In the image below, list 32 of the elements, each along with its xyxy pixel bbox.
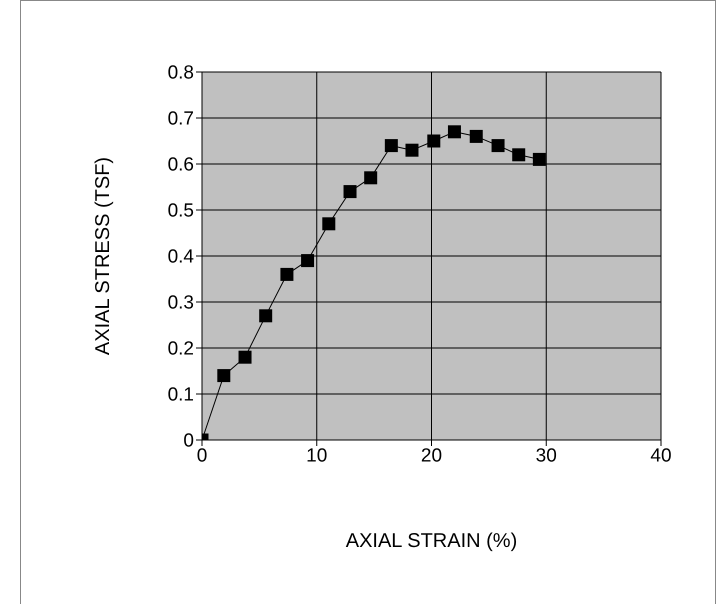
point: [427, 134, 440, 148]
y-axis-title: AXIAL STRESS (TSF): [92, 156, 114, 356]
y-tick-label: 0.5: [168, 200, 194, 222]
y-tick-label: 0.7: [168, 108, 194, 130]
point: [344, 185, 357, 198]
y-tick-label: 0.8: [168, 62, 194, 84]
point: [470, 130, 483, 143]
y-tick-label: 0.1: [168, 384, 194, 406]
point: [364, 171, 378, 184]
point: [384, 139, 398, 152]
y-tick-label: 0.6: [168, 154, 194, 176]
point: [238, 350, 252, 364]
point: [448, 125, 461, 138]
point: [217, 369, 230, 382]
y-tick-label: 0.4: [168, 246, 194, 268]
y-tick-label: 0.3: [168, 292, 194, 314]
x-tick-label: 30: [536, 445, 557, 466]
point: [512, 148, 526, 162]
point: [405, 144, 418, 157]
x-tick-label: 10: [306, 445, 328, 466]
y-tick-label: 0.2: [168, 338, 194, 360]
point: [492, 139, 505, 152]
x-tick-label: 0: [196, 445, 208, 466]
x-tick-label: 40: [650, 445, 672, 466]
x-tick-label: 20: [420, 445, 442, 466]
point: [301, 254, 314, 268]
x-axis-title: AXIAL STRAIN (%): [346, 530, 518, 552]
point: [322, 217, 336, 230]
y-tick-label: 0: [183, 430, 194, 452]
point: [532, 152, 546, 166]
point: [280, 268, 294, 281]
point: [259, 309, 272, 322]
